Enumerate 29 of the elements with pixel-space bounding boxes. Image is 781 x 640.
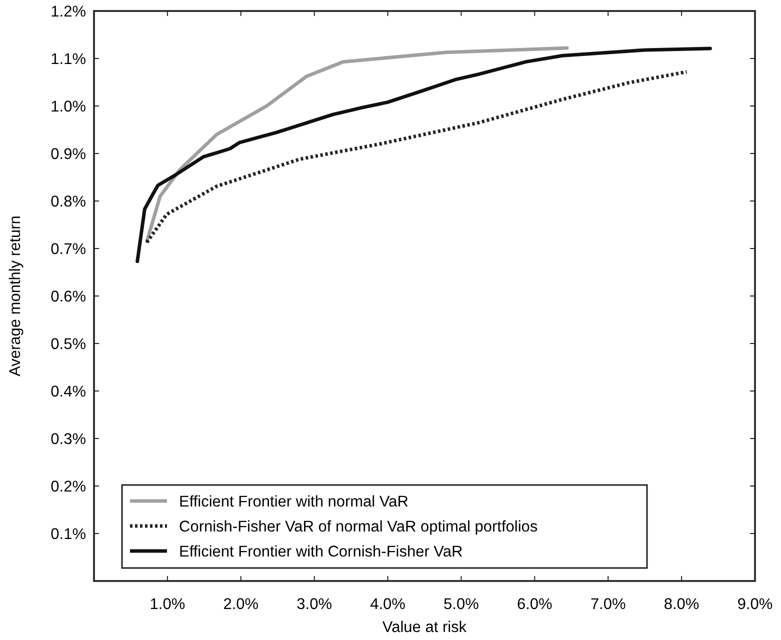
y-tick-label: 0.7%	[50, 240, 86, 258]
x-axis-title: Value at risk	[382, 619, 467, 636]
legend-label: Efficient Frontier with normal VaR	[179, 493, 408, 510]
y-tick-label: 1.2%	[50, 3, 86, 20]
y-tick-label: 0.3%	[50, 430, 86, 448]
y-axis-title: Average monthly return	[7, 216, 24, 376]
x-tick-label: 4.0%	[370, 596, 406, 613]
x-tick-label: 9.0%	[737, 596, 773, 613]
y-tick-label: 0.8%	[50, 193, 86, 210]
y-tick-label: 1.1%	[50, 50, 86, 68]
legend-label: Cornish-Fisher VaR of normal VaR optimal portfolios	[179, 518, 538, 536]
y-tick-label: 1.0%	[50, 98, 86, 116]
x-tick-label: 6.0%	[516, 596, 553, 613]
x-tick-label: 5.0%	[444, 596, 480, 613]
x-tick-label: 7.0%	[590, 596, 626, 613]
y-tick-label: 0.4%	[50, 383, 86, 400]
legend-label: Efficient Frontier with Cornish-Fisher VaR	[179, 543, 463, 560]
line-series	[136, 46, 712, 264]
x-tick-label: 2.0%	[223, 596, 259, 613]
x-tick-label: 3.0%	[296, 596, 332, 613]
y-tick-label: 0.6%	[50, 288, 86, 306]
line-series	[145, 46, 569, 244]
y-tick-label: 0.2%	[50, 478, 86, 496]
y-tick-label: 0.9%	[50, 146, 86, 163]
x-tick-label: 8.0%	[664, 596, 700, 613]
x-tick-label: 1.0%	[150, 596, 186, 613]
y-tick-label: 0.1%	[50, 526, 86, 543]
y-tick-label: 0.5%	[50, 336, 86, 353]
line-series	[145, 70, 688, 244]
